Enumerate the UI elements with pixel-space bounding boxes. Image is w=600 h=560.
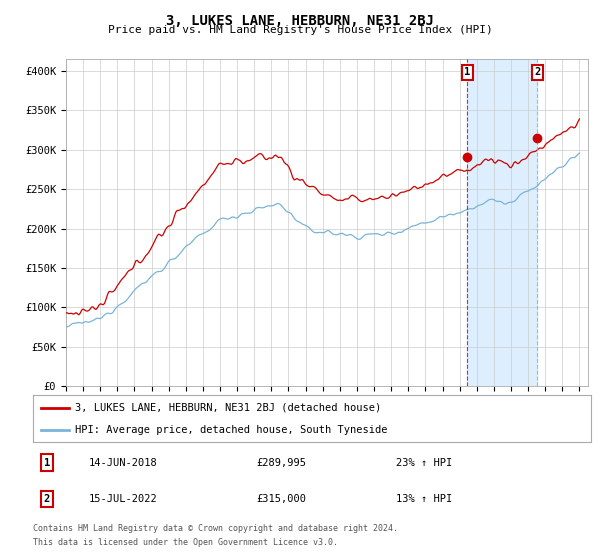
Text: Price paid vs. HM Land Registry's House Price Index (HPI): Price paid vs. HM Land Registry's House … (107, 25, 493, 35)
Text: 2: 2 (534, 67, 541, 77)
Text: 1: 1 (464, 67, 470, 77)
Bar (467, 59, 538, 386)
Text: 1: 1 (44, 458, 50, 468)
Text: HPI: Average price, detached house, South Tyneside: HPI: Average price, detached house, Sout… (75, 424, 388, 435)
Text: 23% ↑ HPI: 23% ↑ HPI (396, 458, 452, 468)
Text: 15-JUL-2022: 15-JUL-2022 (89, 494, 158, 504)
Text: 14-JUN-2018: 14-JUN-2018 (89, 458, 158, 468)
Text: £289,995: £289,995 (256, 458, 306, 468)
Text: Contains HM Land Registry data © Crown copyright and database right 2024.: Contains HM Land Registry data © Crown c… (33, 524, 398, 533)
Text: 2: 2 (44, 494, 50, 504)
Text: 3, LUKES LANE, HEBBURN, NE31 2BJ (detached house): 3, LUKES LANE, HEBBURN, NE31 2BJ (detach… (75, 403, 381, 413)
Text: 13% ↑ HPI: 13% ↑ HPI (396, 494, 452, 504)
Text: This data is licensed under the Open Government Licence v3.0.: This data is licensed under the Open Gov… (33, 538, 338, 547)
Text: £315,000: £315,000 (256, 494, 306, 504)
Text: 3, LUKES LANE, HEBBURN, NE31 2BJ: 3, LUKES LANE, HEBBURN, NE31 2BJ (166, 14, 434, 28)
